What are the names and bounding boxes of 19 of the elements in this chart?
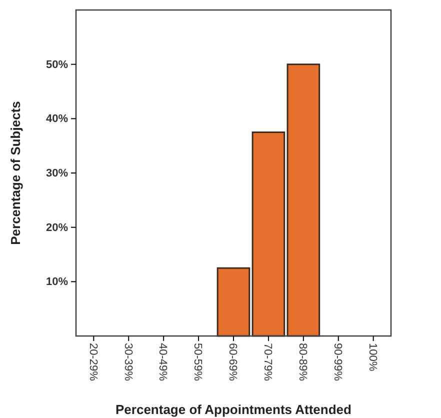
bar: [286, 64, 320, 337]
x-tick-label: 70-79%: [262, 343, 274, 382]
bar: [216, 267, 250, 337]
y-axis-title: Percentage of Subjects: [8, 101, 23, 245]
bar: [252, 132, 286, 337]
x-tick-label: 90-99%: [332, 343, 344, 382]
x-tick-label: 60-69%: [226, 343, 239, 382]
x-tick-label: 40-49%: [156, 343, 169, 382]
y-tick-label: 30%: [46, 168, 68, 180]
x-tick-label: 50-59%: [192, 343, 204, 382]
y-tick-label: 50%: [46, 58, 68, 71]
y-tick-label: 40%: [46, 113, 68, 126]
x-tick-label: 100%: [366, 343, 378, 372]
x-tick-label: 20-29%: [86, 343, 99, 382]
x-axis-title: Percentage of Appointments Attended: [116, 402, 352, 417]
x-tick-label: 30-39%: [122, 343, 134, 382]
x-tick-label: 80-89%: [296, 343, 309, 382]
y-tick-label: 10%: [46, 276, 68, 288]
y-tick-label: 20%: [46, 222, 68, 234]
